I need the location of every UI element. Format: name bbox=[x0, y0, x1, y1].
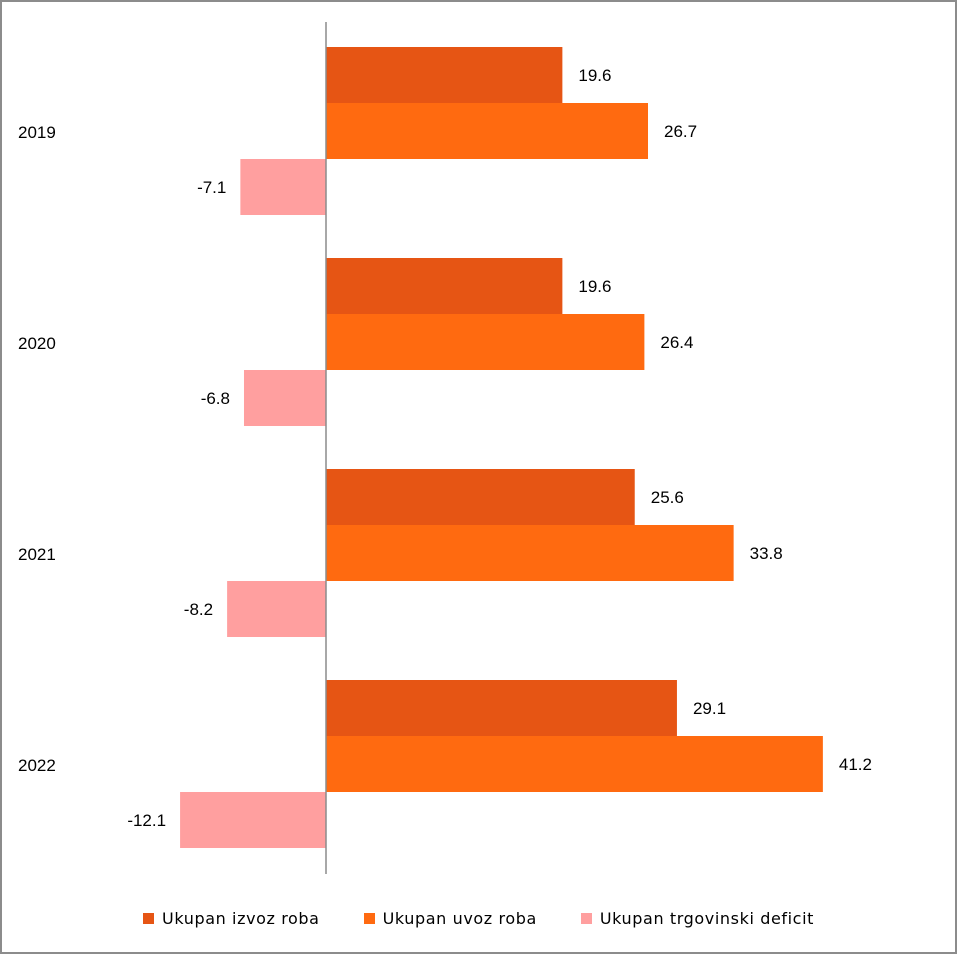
bar-ukupan-uvoz-roba-2019 bbox=[326, 103, 649, 159]
legend-label: Ukupan trgovinski deficit bbox=[599, 908, 814, 928]
bar-ukupan-izvoz-roba-2022 bbox=[326, 680, 677, 736]
legend-swatch bbox=[143, 912, 155, 924]
data-label-ukupan-trgovinski-deficit-2022: -12.1 bbox=[127, 811, 166, 830]
data-label-ukupan-trgovinski-deficit-2020: -6.8 bbox=[201, 389, 230, 408]
data-label-ukupan-uvoz-roba-2021: 33.8 bbox=[750, 544, 783, 563]
bar-ukupan-trgovinski-deficit-2020 bbox=[243, 370, 326, 426]
bar-ukupan-uvoz-roba-2020 bbox=[326, 314, 645, 370]
legend-swatch bbox=[580, 912, 592, 924]
bar-ukupan-izvoz-roba-2021 bbox=[326, 469, 635, 525]
data-label-ukupan-uvoz-roba-2019: 26.7 bbox=[664, 122, 697, 141]
legend-swatch bbox=[363, 912, 375, 924]
legend-label: Ukupan uvoz roba bbox=[382, 908, 537, 928]
category-label-2021: 2021 bbox=[18, 545, 56, 564]
bar-ukupan-trgovinski-deficit-2022 bbox=[180, 792, 326, 848]
category-label-2022: 2022 bbox=[18, 756, 56, 775]
data-label-ukupan-izvoz-roba-2019: 19.6 bbox=[578, 66, 611, 85]
legend-label: Ukupan izvoz roba bbox=[162, 908, 320, 928]
data-label-ukupan-izvoz-roba-2020: 19.6 bbox=[578, 277, 611, 296]
legend-item-ukupan-trgovinski-deficit: Ukupan trgovinski deficit bbox=[580, 905, 814, 931]
data-label-ukupan-uvoz-roba-2022: 41.2 bbox=[839, 755, 872, 774]
bar-ukupan-uvoz-roba-2021 bbox=[326, 525, 734, 581]
data-label-ukupan-uvoz-roba-2020: 26.4 bbox=[660, 333, 693, 352]
legend-item-ukupan-izvoz-roba: Ukupan izvoz roba bbox=[143, 905, 320, 931]
bar-ukupan-izvoz-roba-2019 bbox=[326, 47, 563, 103]
bar-ukupan-trgovinski-deficit-2021 bbox=[227, 581, 326, 637]
legend: Ukupan izvoz roba Ukupan uvoz roba Ukupan … bbox=[0, 905, 957, 931]
data-label-ukupan-trgovinski-deficit-2019: -7.1 bbox=[197, 178, 226, 197]
data-label-ukupan-izvoz-roba-2021: 25.6 bbox=[651, 488, 684, 507]
category-label-2019: 2019 bbox=[18, 123, 56, 142]
bar-ukupan-uvoz-roba-2022 bbox=[326, 736, 823, 792]
data-label-ukupan-trgovinski-deficit-2021: -8.2 bbox=[184, 600, 213, 619]
bar-ukupan-izvoz-roba-2020 bbox=[326, 258, 563, 314]
category-label-2020: 2020 bbox=[18, 334, 56, 353]
legend-item-ukupan-uvoz-roba: Ukupan uvoz roba bbox=[363, 905, 537, 931]
bar-ukupan-trgovinski-deficit-2019 bbox=[240, 159, 326, 215]
data-label-ukupan-izvoz-roba-2022: 29.1 bbox=[693, 699, 726, 718]
